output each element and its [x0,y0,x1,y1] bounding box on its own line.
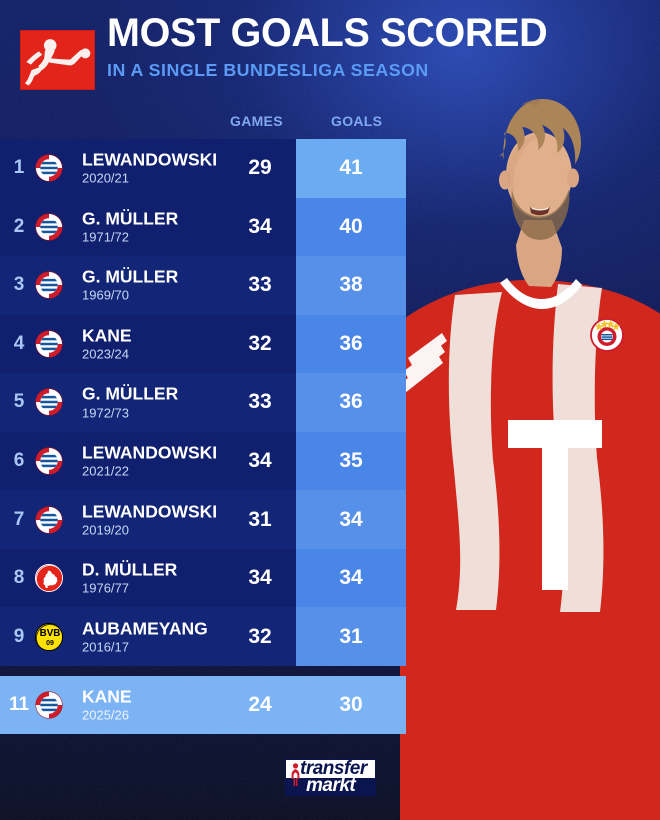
svg-text:09: 09 [46,640,54,647]
svg-text:BVB: BVB [40,628,61,639]
